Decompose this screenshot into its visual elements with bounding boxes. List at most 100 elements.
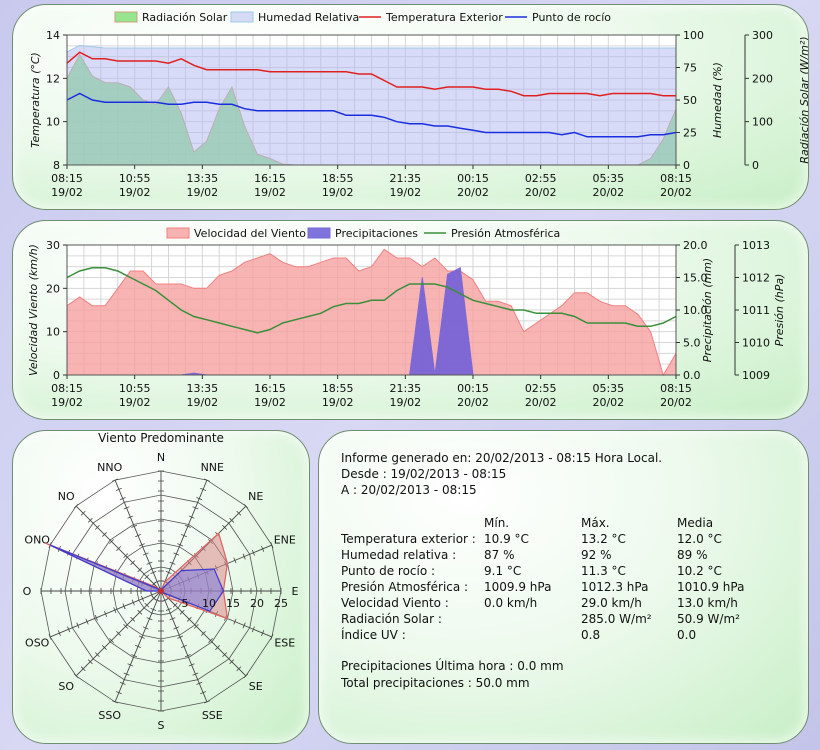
rose-tick <box>137 609 143 615</box>
rose-direction-label: NO <box>58 490 75 503</box>
x-tick-time: 00:15 <box>457 172 489 185</box>
rose-tick <box>109 539 114 544</box>
x-tick-date: 20/02 <box>525 186 557 199</box>
rose-tick <box>130 560 136 566</box>
y-tick-label-right: 0.0 <box>683 369 701 382</box>
rose-tick <box>236 666 242 672</box>
rose-tick <box>73 503 79 509</box>
legend-label-1: Humedad Relativa <box>258 11 359 24</box>
x-tick-time: 18:55 <box>322 172 354 185</box>
report-avg-4: 13.0 km/h <box>677 596 738 610</box>
wind-panel: 0 10 20 30 0.0 5.0 10.0 15.0 20.0 1009 1010 1011 101… <box>12 220 809 420</box>
x-tick-date: 20/02 <box>525 396 557 409</box>
x-tick-date: 20/02 <box>660 186 692 199</box>
col-min-header: Mín. <box>484 516 510 530</box>
x-tick-time: 05:35 <box>592 172 624 185</box>
x-tick-date: 19/02 <box>186 396 218 409</box>
report-avg-3: 1010.9 hPa <box>677 580 745 594</box>
y-axis-label-left: Velocidad Viento (km/h) <box>27 244 40 376</box>
rose-tick <box>200 691 207 695</box>
x-tick-date: 19/02 <box>254 186 286 199</box>
report-panel: Informe generado en: 20/02/2013 - 08:15 … <box>318 430 809 744</box>
rose-tick <box>233 618 237 625</box>
rose-tick <box>179 609 185 615</box>
rose-tick <box>242 553 246 560</box>
y-tick-label-right: 5.0 <box>683 337 701 350</box>
x-tick-time: 16:15 <box>254 382 286 395</box>
rose-tick <box>94 614 98 621</box>
y-tick-label-left: 0 <box>53 369 60 382</box>
y-tick-label-right2: 100 <box>752 116 773 129</box>
rose-direction-label: OSO <box>25 636 50 649</box>
y-tick-label-right: 0 <box>683 159 690 172</box>
rose-tick <box>144 602 150 608</box>
rose-tick <box>80 510 86 516</box>
rose-direction-label: SSE <box>202 709 223 722</box>
y-tick-label-left: 8 <box>53 159 60 172</box>
x-tick-time: 13:35 <box>186 382 218 395</box>
report-avg-5: 50.9 W/m² <box>677 612 740 626</box>
rose-direction-label: SE <box>249 680 263 693</box>
legend-label-2: Temperatura Exterior <box>385 11 503 24</box>
col-max-header: Máx. <box>581 516 610 530</box>
legend-swatch-0 <box>114 11 138 23</box>
rose-tick <box>115 487 122 491</box>
rose-tick <box>109 638 114 643</box>
report-to: A : 20/02/2013 - 08:15 <box>341 483 477 497</box>
x-tick-time: 10:55 <box>119 382 151 395</box>
rose-center <box>158 588 164 594</box>
rose-tick <box>85 618 89 625</box>
rose-tick <box>57 630 61 637</box>
rose-direction-label: SO <box>58 680 74 693</box>
rose-tick <box>169 617 176 621</box>
x-tick-time: 08:15 <box>660 172 692 185</box>
report-avg-1: 89 % <box>677 548 708 562</box>
wind-rose-panel: Viento Predominante N NNE NE ENE E ESE SE SSE S S… <box>12 430 310 744</box>
rose-direction-label: O <box>23 585 32 598</box>
x-tick-date: 19/02 <box>322 396 354 409</box>
report-min-0: 10.9 °C <box>484 532 529 546</box>
rose-tick <box>119 681 126 685</box>
x-tick-time: 10:55 <box>119 172 151 185</box>
x-tick-date: 20/02 <box>660 396 692 409</box>
rose-ring-label: 5 <box>182 597 189 610</box>
rose-tick <box>184 524 191 528</box>
x-tick-time: 08:15 <box>51 172 83 185</box>
rose-tick <box>251 549 255 556</box>
x-tick-time: 08:15 <box>51 382 83 395</box>
rose-tick <box>119 497 126 501</box>
legend-label-0: Velocidad del Viento <box>194 227 306 240</box>
precip-last-hour: Precipitaciones Última hora : 0.0 mm <box>341 659 564 673</box>
x-tick-time: 18:55 <box>322 382 354 395</box>
rose-tick <box>116 546 121 551</box>
rose-ring-label: 20 <box>250 597 264 610</box>
rose-tick <box>261 545 265 552</box>
rose-tick <box>138 635 145 639</box>
rose-tick <box>203 478 210 482</box>
rose-tick <box>146 561 153 565</box>
x-tick-date: 19/02 <box>186 186 218 199</box>
series-area-1 <box>66 44 677 166</box>
y-tick-label-right: 10.0 <box>683 304 708 317</box>
series-line-2 <box>66 267 677 334</box>
rose-tick <box>131 524 138 528</box>
legend-label-3: Punto de rocío <box>532 11 611 24</box>
rose-tick <box>188 663 195 667</box>
rose-ring-label: 15 <box>226 597 240 610</box>
wind-rose-title: Viento Predominante <box>98 431 224 445</box>
rose-tick <box>172 602 178 608</box>
rose-tick <box>104 611 108 617</box>
report-generated: Informe generado en: 20/02/2013 - 08:15 … <box>341 451 663 465</box>
rose-series-1 <box>49 544 225 612</box>
rose-tick <box>135 534 141 538</box>
y-axis-label-right: Precipitación (mm) <box>701 258 714 362</box>
rose-tick <box>184 654 191 658</box>
rose-tick <box>243 673 249 679</box>
rose-direction-label: NE <box>248 490 263 503</box>
report-max-1: 92 % <box>581 548 612 562</box>
rose-tick <box>123 553 129 559</box>
y-tick-label-right2: 1009 <box>742 369 770 382</box>
x-tick-time: 00:15 <box>457 382 489 395</box>
rose-tick <box>87 517 93 523</box>
report-max-4: 29.0 km/h <box>581 596 642 610</box>
